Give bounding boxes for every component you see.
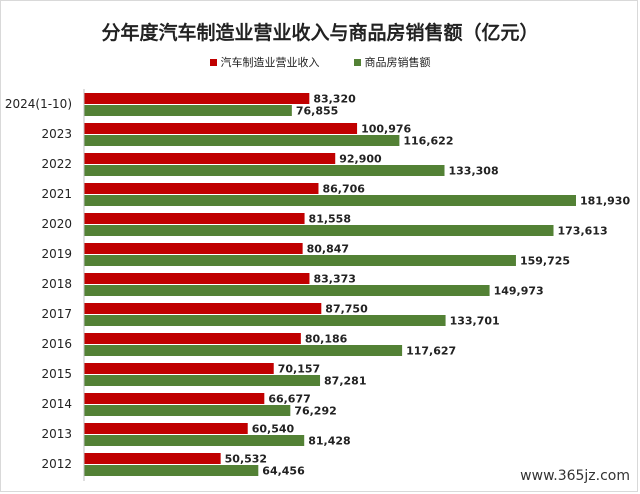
bar-auto-revenue	[84, 213, 305, 224]
bar-auto-revenue	[84, 153, 336, 164]
category-label: 2019	[41, 247, 72, 261]
bar-auto-revenue	[84, 333, 301, 344]
watermark: www.365jz.com	[520, 468, 630, 484]
data-label: 80,186	[305, 333, 348, 346]
data-label: 173,613	[558, 225, 608, 238]
bar-auto-revenue	[84, 123, 358, 134]
category-label: 2012	[41, 457, 72, 471]
data-label: 66,677	[268, 393, 310, 406]
category-label: 2014	[41, 397, 72, 411]
bar-auto-revenue	[84, 453, 221, 464]
bar-housing-sales	[84, 285, 490, 296]
category-label: 2013	[41, 427, 72, 441]
category-label: 2023	[41, 127, 72, 141]
data-label: 50,532	[225, 453, 267, 466]
data-label: 100,976	[361, 123, 411, 136]
legend-label-housing: 商品房销售额	[364, 56, 431, 69]
bar-auto-revenue	[84, 243, 303, 254]
data-label: 133,308	[449, 165, 499, 178]
bar-auto-revenue	[84, 423, 248, 434]
bar-auto-revenue	[84, 393, 265, 404]
legend-item-housing: 商品房销售额	[353, 54, 431, 70]
bar-auto-revenue	[84, 93, 310, 104]
data-label: 133,701	[450, 315, 500, 328]
category-label: 2024(1-10)	[5, 97, 72, 111]
category-label: 2015	[41, 367, 72, 381]
data-label: 80,847	[307, 243, 349, 256]
category-label: 2018	[41, 277, 72, 291]
category-label: 2016	[41, 337, 72, 351]
data-label: 70,157	[278, 363, 320, 376]
data-label: 83,320	[313, 93, 356, 106]
legend-swatch-auto	[209, 58, 217, 66]
bar-housing-sales	[84, 435, 305, 446]
data-label: 81,428	[308, 435, 350, 448]
bar-housing-sales	[84, 315, 446, 326]
data-label: 159,725	[520, 255, 570, 268]
bar-auto-revenue	[84, 303, 322, 314]
bar-housing-sales	[84, 405, 291, 416]
bar-housing-sales	[84, 105, 292, 116]
legend-item-auto: 汽车制造业营业收入	[209, 54, 320, 70]
legend-swatch-housing	[353, 58, 361, 66]
chart-title: 分年度汽车制造业营业收入与商品房销售额（亿元）	[101, 22, 539, 44]
bar-housing-sales	[84, 345, 403, 356]
bar-auto-revenue	[84, 363, 274, 374]
bar-housing-sales	[84, 195, 576, 206]
data-label: 87,281	[324, 375, 366, 388]
bar-auto-revenue	[84, 183, 319, 194]
category-label: 2021	[41, 187, 72, 201]
data-label: 64,456	[262, 465, 305, 478]
chart-legend: 汽车制造业营业收入 商品房销售额	[0, 54, 640, 70]
category-label: 2017	[41, 307, 72, 321]
data-label: 92,900	[339, 153, 382, 166]
data-label: 149,973	[494, 285, 544, 298]
bar-auto-revenue	[84, 273, 310, 284]
data-label: 181,930	[580, 195, 630, 208]
category-label: 2022	[41, 157, 72, 171]
data-label: 60,540	[252, 423, 295, 436]
bar-housing-sales	[84, 375, 321, 386]
category-label: 2020	[41, 217, 72, 231]
data-label: 76,292	[294, 405, 336, 418]
legend-label-auto: 汽车制造业营业收入	[220, 56, 320, 69]
data-label: 76,855	[296, 105, 338, 118]
data-label: 83,373	[313, 273, 355, 286]
bar-housing-sales	[84, 165, 445, 176]
bar-housing-sales	[84, 135, 400, 146]
data-label: 87,750	[325, 303, 368, 316]
bar-housing-sales	[84, 465, 259, 476]
bar-housing-sales	[84, 255, 516, 266]
data-label: 86,706	[322, 183, 365, 196]
data-label: 117,627	[406, 345, 456, 358]
data-label: 116,622	[403, 135, 453, 148]
data-label: 81,558	[309, 213, 351, 226]
bar-housing-sales	[84, 225, 554, 236]
